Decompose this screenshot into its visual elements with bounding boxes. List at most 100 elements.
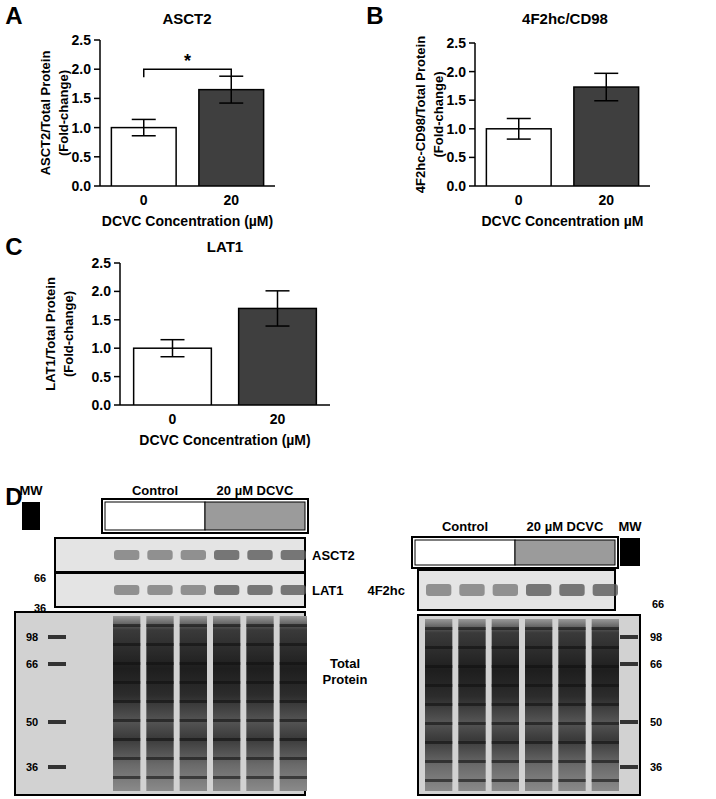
protein-band <box>146 681 173 684</box>
bar-chart: CLAT1LAT1/Total Protein(Fold-change)0.00… <box>5 233 330 448</box>
protein-band <box>180 776 207 779</box>
protein-band <box>213 700 240 703</box>
error-cap <box>507 138 531 140</box>
y-tick <box>94 156 100 158</box>
protein-band <box>246 624 273 627</box>
total-protein-lane <box>180 616 207 791</box>
y-tick <box>94 39 100 41</box>
bar <box>111 128 176 186</box>
plot-area <box>486 73 638 186</box>
protein-band <box>492 760 519 763</box>
y-tick <box>114 347 120 349</box>
protein-band <box>592 722 619 725</box>
error-line <box>172 340 174 357</box>
error-cap <box>161 356 185 358</box>
total-protein-lane <box>246 616 273 791</box>
protein-band <box>425 779 452 782</box>
protein-band <box>425 722 452 725</box>
ladder-band <box>48 720 66 724</box>
blot-band <box>214 585 239 595</box>
ladder-band <box>48 765 66 769</box>
protein-band <box>492 646 519 649</box>
protein-band <box>246 776 273 779</box>
protein-band <box>592 684 619 687</box>
total-protein-lane <box>458 619 485 791</box>
x-tick-label: 20 <box>598 192 614 208</box>
blot-band <box>247 585 272 595</box>
protein-band <box>592 760 619 763</box>
mw-marker: 36 <box>26 761 38 773</box>
panel-label: A <box>5 2 22 29</box>
label-line: Total <box>330 656 360 671</box>
protein-band <box>246 700 273 703</box>
blot-band <box>147 550 172 560</box>
x-tick-label: 20 <box>223 192 239 208</box>
protein-band <box>425 646 452 649</box>
protein-band <box>180 719 207 722</box>
y-tick <box>469 157 475 159</box>
x-tick-label: 0 <box>140 192 148 208</box>
protein-band <box>558 741 585 744</box>
error-line <box>143 119 145 135</box>
protein-band <box>525 646 552 649</box>
protein-band <box>458 760 485 763</box>
protein-band <box>213 776 240 779</box>
y-tick-label: 0.0 <box>72 178 92 194</box>
protein-band <box>558 760 585 763</box>
protein-band <box>525 779 552 782</box>
protein-band <box>246 662 273 665</box>
blot-band <box>181 550 206 560</box>
error-cap <box>507 118 531 120</box>
blot: MWControl20 µM DCVC4F2hc6698665036 <box>367 519 664 795</box>
panel-label: C <box>5 233 22 260</box>
error-bar <box>507 119 531 140</box>
error-line <box>231 76 233 103</box>
protein-band <box>280 643 307 646</box>
y-tick <box>114 319 120 321</box>
y-tick <box>114 291 120 293</box>
protein-band <box>146 776 173 779</box>
mw-marker: 66 <box>650 658 662 670</box>
total-protein-lane <box>558 619 585 791</box>
error-bar <box>266 291 290 326</box>
x-tick-label: 20 <box>270 411 286 427</box>
group-label: 20 µM DCVC <box>527 519 604 534</box>
blot-strip <box>55 573 305 607</box>
protein-band <box>213 624 240 627</box>
mw-marker: 36 <box>650 761 662 773</box>
protein-band <box>113 643 140 646</box>
blot-band <box>281 550 306 560</box>
protein-band <box>113 700 140 703</box>
protein-band <box>558 665 585 668</box>
significance-label: * <box>184 51 191 71</box>
mw-marker: 66 <box>652 598 664 610</box>
total-protein-lane <box>113 616 140 791</box>
bar <box>134 348 212 405</box>
error-cap <box>266 290 290 292</box>
x-tick-label: 0 <box>515 192 523 208</box>
plot-area <box>111 76 263 186</box>
protein-band <box>525 703 552 706</box>
protein-band <box>425 760 452 763</box>
group-label: Control <box>442 519 488 534</box>
protein-band <box>525 741 552 744</box>
band-label: LAT1 <box>312 583 344 598</box>
y-axis-label: LAT1/Total Protein <box>43 277 58 391</box>
y-axis-label: ASCT2/Total Protein <box>38 51 53 176</box>
blot-band <box>247 550 272 560</box>
total-protein-label: TotalProtein <box>323 656 368 687</box>
blot-band <box>526 584 551 596</box>
protein-band <box>592 665 619 668</box>
y-tick <box>94 185 100 187</box>
x-axis-label: DCVC Concentration (µM) <box>139 432 310 448</box>
protein-band <box>592 703 619 706</box>
mw-marker: 66 <box>26 658 38 670</box>
protein-band <box>113 681 140 684</box>
protein-band <box>146 719 173 722</box>
blot-strip <box>418 570 615 610</box>
blot-band <box>214 550 239 560</box>
protein-band <box>146 738 173 741</box>
protein-band <box>525 760 552 763</box>
protein-band <box>492 665 519 668</box>
protein-band <box>425 627 452 630</box>
